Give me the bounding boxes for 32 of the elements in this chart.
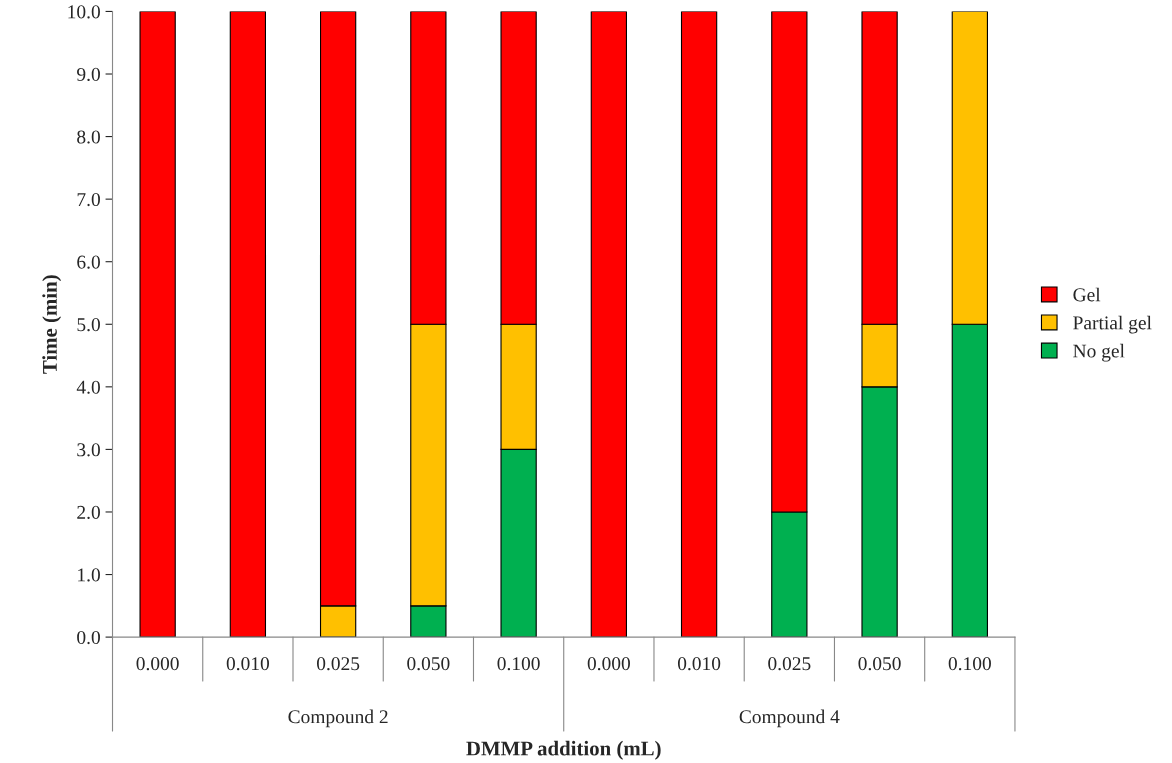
y-tick-label: 9.0: [77, 67, 100, 82]
y-tick-label: 1.0: [78, 568, 100, 582]
x-tick-label: 0.000: [587, 657, 630, 671]
x-axis-title: DMMP addition (mL): [466, 740, 661, 760]
y-tick-label: 4.0: [76, 380, 100, 394]
y-tick-label: 10.0: [68, 5, 100, 19]
text: Compound 2: [288, 709, 388, 728]
x-tick-label: 0.050: [858, 657, 901, 671]
bar: [229, 11, 267, 638]
legend-label: Gel: [1073, 287, 1101, 302]
x-tick-label: 0.025: [768, 657, 811, 671]
legend-label: Partial gel: [1073, 315, 1152, 334]
legend-label: No gel: [1073, 343, 1125, 362]
x-tick-label: 0.000: [136, 657, 179, 671]
bar: [590, 11, 628, 638]
text: Compound 4: [739, 709, 840, 728]
y-tick-label: 5.0: [77, 318, 100, 332]
y-tick-label: 7.0: [77, 192, 100, 207]
y-axis-title: Time (min): [42, 275, 62, 374]
y-tick-label: 3.0: [77, 443, 100, 457]
x-tick-label: 0.025: [316, 657, 360, 671]
y-tick-label: 6.0: [77, 255, 100, 269]
bar: [680, 11, 718, 638]
y-tick-label: 8.0: [77, 130, 100, 144]
bar: [139, 11, 176, 638]
y-tick-label: 2.0: [77, 505, 100, 519]
x-tick-label: 0.050: [407, 657, 450, 671]
y-tick-label: 0.0: [77, 630, 100, 645]
x-tick-label: 0.100: [948, 657, 991, 671]
x-tick-label: 0.010: [226, 657, 270, 671]
x-tick-label: 0.010: [677, 657, 721, 671]
x-tick-label: 0.100: [497, 657, 540, 671]
